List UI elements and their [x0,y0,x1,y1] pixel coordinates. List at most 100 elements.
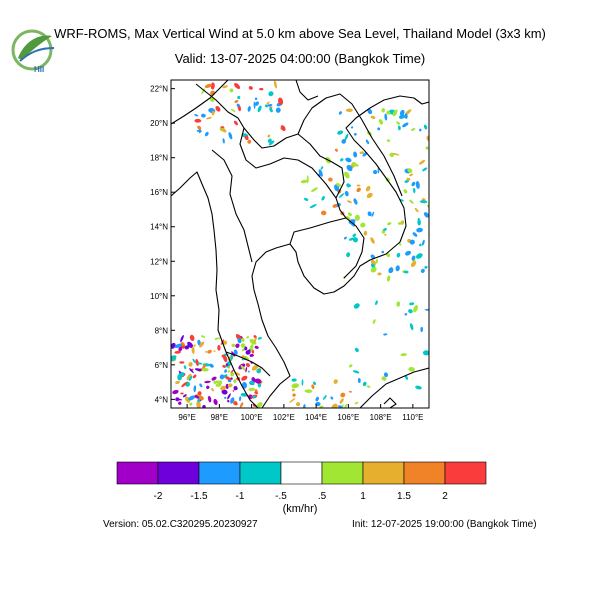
wind-cell [312,381,316,386]
colorbar-swatch [444,461,487,485]
lon-tick-label: 106°E [337,413,359,422]
lon-tick-label: 102°E [273,413,295,422]
wind-cell [196,400,201,408]
wind-cell [213,350,216,352]
wind-cell [225,361,232,368]
wind-cell [328,177,333,182]
wind-cell [365,185,371,192]
colorbar-swatch [198,461,241,485]
wind-cell [291,383,300,389]
wind-cell [241,348,245,352]
wind-cell [362,381,367,387]
wind-cell [347,212,352,217]
wind-cell [174,350,181,354]
wind-cell [370,115,376,119]
wind-cell [193,385,197,393]
wind-cell [253,336,257,344]
wind-cell [315,396,319,402]
wind-cell [235,343,240,348]
colorbar-swatch [362,461,405,485]
wind-cell [188,375,193,381]
wind-cell [250,380,255,386]
wind-cell [425,146,429,150]
wind-cell [239,396,242,402]
wind-cell [198,129,201,134]
chart-title: WRF-ROMS, Max Vertical Wind at 5.0 km ab… [54,26,546,41]
wind-cell [419,200,428,204]
logo-text: HII [34,65,44,74]
wind-cell [345,157,352,163]
wind-cell [188,395,196,401]
wind-cell [424,308,429,311]
wind-cell [172,389,179,395]
wind-cell [256,368,261,374]
wind-cell [193,344,196,347]
wind-cell [354,347,359,352]
lon-tick-label: 108°E [370,413,392,422]
wind-cell [341,404,344,407]
wind-cell [304,389,313,393]
colorbar-swatch [321,461,364,485]
wind-cell [424,265,428,269]
wind-cell [388,267,394,274]
wind-cell [179,361,185,364]
wind-cell [221,389,228,395]
wind-cell [201,367,209,372]
wind-cell [405,250,411,256]
wind-cell [386,252,391,258]
wind-cell [397,125,401,131]
lat-tick-label: 10°N [150,292,168,301]
wind-cell [375,259,378,264]
wind-cell [381,230,386,234]
wind-cell [411,255,416,261]
wind-cell [220,385,226,391]
wind-cell [353,303,360,309]
wind-cell [341,139,347,144]
wind-cell [257,105,262,113]
wind-cell [415,253,423,259]
wind-cell [375,300,378,306]
wind-cell [240,365,246,371]
wind-cell [254,345,259,349]
wind-cell [406,177,411,181]
wind-cell [194,118,202,123]
map-frame [170,79,430,409]
wind-cell [309,204,317,209]
wind-cell [246,336,249,339]
wind-cell [267,134,271,138]
wind-cell [245,366,248,373]
wind-cell [348,364,353,368]
wind-cell [174,343,183,349]
wind-cell [211,388,214,392]
wind-cell [345,108,353,113]
wind-cell [371,211,375,217]
wind-cell [344,171,350,179]
wind-cell [227,383,233,388]
wind-cell [350,126,354,129]
wind-cell [321,196,325,201]
wind-cell [346,252,351,258]
wind-cell [189,334,195,341]
wind-cell [231,343,236,348]
wind-cell [339,398,344,404]
wind-cell [230,377,233,380]
colorbar: -2 -1.5 -1 -.5 .5 1 1.5 2 [116,461,487,502]
wind-cell [257,337,262,340]
wind-cell [421,239,425,246]
wind-cell [181,381,188,388]
colorbar-swatch [280,461,323,485]
wind-cell [259,87,264,91]
wind-cell [404,313,408,316]
wind-cell [224,375,231,381]
wind-cell [348,390,352,393]
lat-tick-label: 6°N [155,361,169,370]
wind-cell [191,346,195,354]
wind-cell [194,368,202,372]
wind-cell [234,401,238,406]
wind-cell [332,203,338,208]
wind-cell [334,148,339,152]
wind-cell [338,193,345,198]
wind-cell [200,113,206,118]
wind-cell [180,372,185,377]
